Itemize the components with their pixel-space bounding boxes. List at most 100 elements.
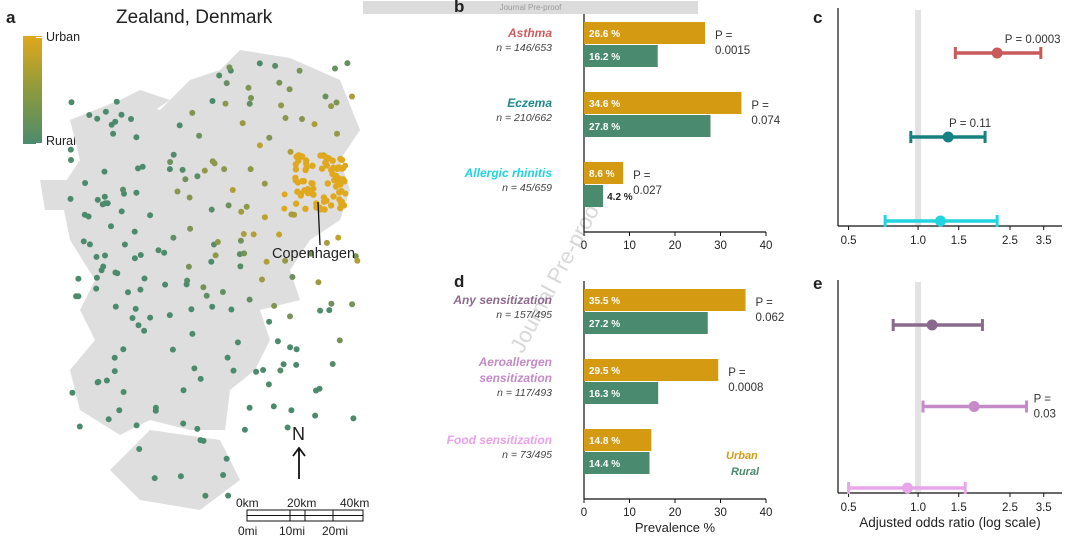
- survey-dot-urban: [308, 180, 315, 187]
- survey-dot: [203, 292, 210, 299]
- odds-ratio-point: [902, 482, 914, 494]
- survey-dot: [328, 103, 335, 110]
- survey-dot: [151, 475, 158, 482]
- survey-dot: [186, 194, 193, 201]
- survey-dot: [137, 286, 144, 293]
- p-value-label: P =: [728, 367, 746, 379]
- survey-dot: [237, 237, 244, 244]
- category-label: Aeroallergen: [478, 355, 552, 369]
- survey-dot-urban: [293, 153, 300, 160]
- n-label: n = 157/495: [496, 309, 552, 321]
- survey-dot: [240, 231, 247, 237]
- survey-dots: [67, 60, 361, 499]
- survey-dot-urban: [330, 193, 337, 200]
- forest-p-value: P =: [1034, 394, 1052, 406]
- survey-dot: [214, 239, 221, 245]
- survey-dot: [69, 389, 76, 396]
- survey-dot-urban: [292, 161, 299, 168]
- survey-dot: [307, 250, 314, 257]
- survey-dot: [222, 100, 229, 107]
- bar-value-label: 34.6 %: [589, 99, 620, 110]
- survey-dot: [352, 253, 359, 260]
- p-value-label: P =: [756, 297, 774, 309]
- bar-value-label: 16.3 %: [589, 389, 620, 400]
- survey-dot: [208, 206, 215, 213]
- survey-dot-urban: [338, 165, 345, 172]
- survey-dot: [141, 327, 148, 334]
- survey-dot: [328, 300, 335, 307]
- survey-dot: [223, 80, 230, 87]
- p-value-label: 0.062: [756, 312, 785, 324]
- survey-dot: [94, 115, 101, 122]
- survey-dot: [260, 367, 267, 373]
- north-label: N: [292, 424, 305, 444]
- bar-x-tick-label: 20: [669, 507, 682, 519]
- survey-dot: [101, 168, 108, 175]
- survey-dot: [80, 238, 87, 245]
- scale-km-0: 0km: [236, 496, 259, 510]
- bar-rural: [584, 312, 708, 334]
- panel-letter-c: c: [813, 8, 823, 27]
- survey-dot: [288, 211, 295, 218]
- survey-dot: [180, 387, 187, 394]
- survey-dot: [247, 166, 254, 173]
- copenhagen-label: Copenhagen: [272, 246, 356, 262]
- survey-dot: [86, 112, 93, 118]
- survey-dot-urban: [302, 160, 310, 167]
- survey-dot: [248, 95, 254, 101]
- n-label: n = 45/659: [502, 182, 552, 194]
- bar-value-label: 14.8 %: [589, 436, 620, 447]
- bar-value-label: 27.8 %: [589, 122, 620, 133]
- survey-dot: [241, 250, 248, 257]
- survey-dot-urban: [324, 180, 331, 187]
- survey-dot: [277, 367, 284, 374]
- survey-dot: [141, 275, 148, 282]
- survey-dot-urban: [327, 202, 335, 209]
- survey-dot: [272, 62, 279, 69]
- survey-dot: [225, 202, 232, 209]
- survey-dot: [121, 241, 128, 248]
- survey-dot: [315, 279, 322, 286]
- survey-dot: [94, 196, 101, 203]
- forest-x-tick-label: 1.0: [910, 502, 926, 514]
- survey-dot-urban: [337, 204, 344, 212]
- survey-dot: [313, 387, 319, 394]
- survey-dot: [261, 214, 268, 221]
- survey-dot: [131, 255, 138, 262]
- survey-dot: [282, 115, 289, 121]
- survey-dot: [239, 120, 246, 127]
- survey-dot: [180, 420, 187, 427]
- survey-dot: [68, 157, 74, 163]
- survey-dot-urban: [334, 165, 341, 173]
- bar-value-label: 4.2 %: [607, 192, 633, 203]
- reference-line: [915, 10, 922, 226]
- map-title: Zealand, Denmark: [116, 7, 273, 28]
- survey-dot: [152, 407, 159, 414]
- panel-letter-e: e: [813, 274, 823, 293]
- bar-x-tick-label: 20: [669, 240, 682, 252]
- odds-ratio-point: [926, 319, 938, 331]
- bar-urban: [584, 162, 624, 184]
- survey-dot-urban: [318, 165, 326, 172]
- survey-dot: [286, 86, 293, 93]
- survey-dot-urban: [337, 155, 344, 163]
- survey-dot: [102, 252, 108, 259]
- p-value-label: 0.027: [633, 185, 662, 197]
- survey-dot: [100, 263, 107, 270]
- survey-dot: [228, 306, 235, 313]
- survey-dot: [287, 148, 294, 155]
- survey-dot: [166, 312, 173, 319]
- bar-x-axis-label: Prevalence %: [635, 520, 716, 535]
- p-value-label: 0.074: [751, 115, 780, 127]
- survey-dot-urban: [320, 198, 328, 205]
- forest-p-value: 0.03: [1034, 409, 1056, 421]
- survey-dot-urban: [338, 188, 345, 195]
- survey-dot: [253, 368, 260, 375]
- survey-dot: [200, 284, 207, 291]
- survey-dot: [101, 193, 108, 200]
- survey-dot: [86, 241, 93, 248]
- survey-dot: [76, 423, 83, 430]
- survey-dot: [95, 378, 102, 385]
- survey-dot: [99, 201, 106, 208]
- survey-dot: [226, 64, 233, 71]
